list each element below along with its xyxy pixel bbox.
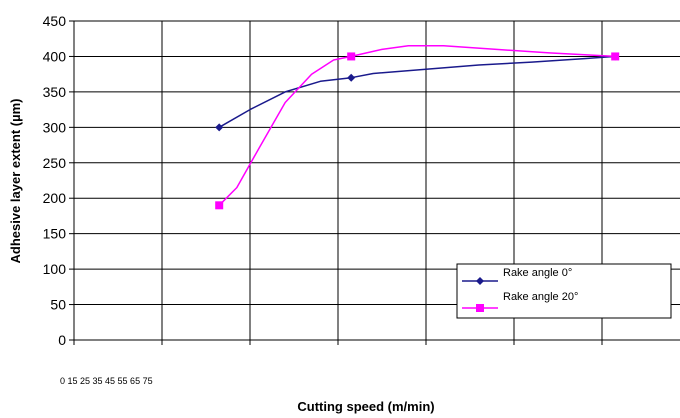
y-tick-labels: 0 50 100 150 200 250 300 350 400 450 (43, 13, 74, 348)
data-point-rake-angle-0 (215, 123, 224, 132)
y-tick-label: 200 (43, 190, 67, 206)
legend-marker-rake-20 (476, 304, 484, 312)
x-ticks (73, 340, 603, 345)
y-tick-label: 300 (43, 119, 67, 135)
y-axis-label: Adhesive layer extent (µm) (8, 99, 23, 264)
legend-marker-rake-0 (476, 277, 484, 285)
data-point-rake-angle-20 (611, 52, 620, 61)
data-point-rake-angle-0 (347, 73, 356, 82)
legend-box (456, 263, 672, 319)
y-tick-label: 100 (43, 261, 67, 277)
y-tick-label: 250 (43, 155, 67, 171)
y-tick-label: 350 (43, 84, 67, 100)
legend: Rake angle 0° Rake angle 20° (456, 263, 672, 319)
series-group (215, 45, 620, 210)
y-tick-label: 400 (43, 48, 67, 64)
axes (73, 21, 680, 341)
x-category-label: 0 15 25 35 45 55 65 75 (60, 376, 153, 386)
y-tick-label: 450 (43, 13, 67, 29)
y-tick-label: 150 (43, 226, 67, 242)
data-point-rake-angle-20 (347, 52, 356, 61)
x-axis-label: Cutting speed (m/min) (297, 399, 434, 414)
y-tick-label: 0 (58, 332, 66, 348)
legend-label-rake-0: Rake angle 0° (503, 267, 572, 279)
data-point-rake-angle-20 (215, 201, 224, 210)
series-line-rake-angle-0 (218, 55, 616, 128)
y-tick-label: 50 (50, 297, 66, 313)
legend-label-rake-20: Rake angle 20° (503, 291, 578, 303)
